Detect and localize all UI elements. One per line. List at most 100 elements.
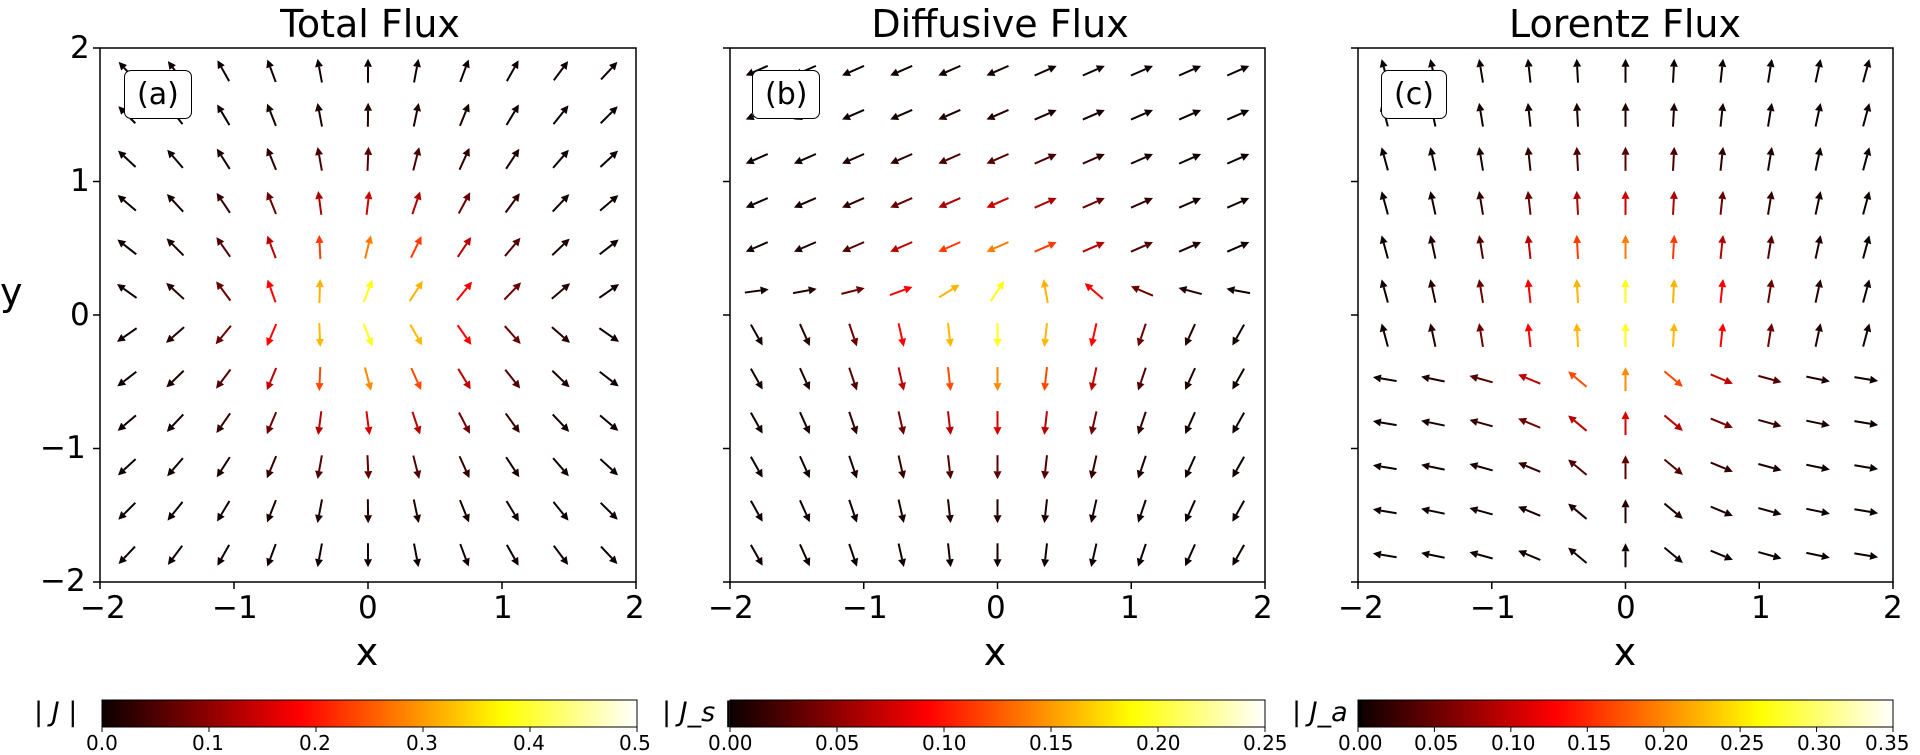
- panel-b-arrow-shaft: [1045, 323, 1047, 339]
- panel-a-arrow-shaft: [365, 243, 369, 259]
- panel-c-arrow-shaft: [1577, 199, 1578, 215]
- panel-c-arrow-shaft: [1758, 376, 1773, 380]
- panel-a-arrow-head: [315, 147, 323, 156]
- panel-b-arrow-shaft: [994, 110, 1009, 116]
- panel-a-arrow-shaft: [173, 546, 183, 559]
- panel-a-arrow-shaft: [124, 503, 135, 514]
- panel-a-arrow-shaft: [173, 502, 183, 514]
- panel-a-ytick: −2: [40, 563, 86, 599]
- panel-b-colorbar: [730, 700, 1265, 727]
- panel-a-arrow-shaft: [600, 200, 612, 210]
- panel-b-arrow-head: [946, 471, 954, 479]
- panel-c-arrow-head: [1767, 279, 1775, 288]
- panel-b-arrow-shaft: [800, 544, 807, 559]
- panel-c-arrow-head: [1670, 279, 1678, 287]
- panel-b-arrow-shaft: [751, 545, 759, 559]
- panel-b-arrow-head: [898, 470, 906, 479]
- panel-c-arrow-shaft: [1577, 243, 1578, 259]
- panel-a-arrow-shaft: [221, 457, 230, 470]
- panel-a-arrow-head: [364, 471, 372, 479]
- panel-a-arrow-head: [216, 424, 224, 433]
- panel-c-arrow-shaft: [1768, 199, 1771, 215]
- panel-c-arrow-shaft: [1381, 467, 1397, 470]
- panel-a-arrow-head: [413, 470, 421, 479]
- panel-c-arrow-shaft: [1477, 422, 1492, 426]
- panel-b-colorbar-tick: 0.00: [708, 731, 753, 755]
- panel-c-arrow-shaft: [1429, 510, 1445, 513]
- panel-b-arrow-shaft: [1236, 413, 1244, 427]
- panel-b-arrow-shaft: [753, 242, 768, 248]
- panel-a-arrow-head: [216, 237, 224, 246]
- panel-c-arrow-shaft: [1863, 111, 1867, 126]
- panel-b-arrow-shaft: [849, 66, 864, 72]
- panel-b-xtick: 1: [1120, 590, 1140, 626]
- panel-c-arrow-head: [1767, 147, 1775, 156]
- panel-c-arrow-shaft: [1577, 111, 1578, 127]
- panel-b-arrow-head: [1179, 286, 1188, 294]
- panel-a-arrow-shaft: [221, 244, 230, 257]
- panel-c-arrow-head: [1622, 103, 1630, 111]
- panel-c-arrow-shaft: [1577, 67, 1578, 83]
- panel-b-arrow-shaft: [849, 154, 864, 160]
- panel-b-arrow-shaft: [849, 500, 854, 515]
- panel-a-arrow-shaft: [601, 68, 612, 80]
- panel-b-arrow-head: [851, 558, 859, 567]
- panel-c-arrow-head: [1421, 374, 1430, 382]
- panel-c-arrow-shaft: [1664, 460, 1676, 470]
- panel-a-arrow-shaft: [172, 458, 182, 470]
- panel-a-ytick: 1: [70, 163, 90, 199]
- panel-a-arrow-shaft: [172, 244, 183, 255]
- panel-c-colorbar-tick: 0.25: [1720, 731, 1765, 755]
- panel-a-xtick: 1: [493, 590, 513, 626]
- panel-b-arrow-shaft: [1141, 324, 1146, 339]
- panel-c-arrow-shaft: [1384, 199, 1388, 214]
- panel-c-arrow-shaft: [1721, 155, 1723, 171]
- panel-a-arrow-shaft: [600, 459, 612, 470]
- panel-a-arrow-shaft: [506, 413, 515, 426]
- panel-b-title: Diffusive Flux: [800, 2, 1200, 46]
- panel-b-arrow-shaft: [1131, 157, 1146, 163]
- panel-a-arrow-shaft: [270, 544, 276, 559]
- panel-c-arrow-head: [1815, 191, 1823, 200]
- panel-c-arrow-shaft: [1816, 287, 1819, 303]
- panel-c-arrow-shaft: [1863, 287, 1867, 302]
- panel-b-arrow-shaft: [841, 290, 857, 294]
- panel-b-arrow-shaft: [948, 455, 950, 471]
- panel-b-arrow-head: [994, 471, 1002, 479]
- panel-c-arrow-shaft: [1758, 552, 1773, 556]
- panel-c-arrow-head: [1670, 191, 1678, 199]
- panel-c-arrow-head: [1670, 59, 1678, 67]
- panel-a-arrow-shaft: [319, 323, 320, 339]
- panel-b-arrow-shaft: [1035, 69, 1050, 75]
- panel-a-arrow-shaft: [221, 369, 231, 382]
- panel-c-arrow-head: [1815, 279, 1823, 288]
- panel-b-x-title: x: [955, 630, 1035, 674]
- panel-c-arrow-head: [1863, 323, 1871, 332]
- panel-b-arrow-shaft: [849, 412, 854, 427]
- panel-b-colorbar-label: | J_s |: [662, 697, 733, 728]
- panel-a-arrow-shaft: [124, 328, 137, 337]
- panel-b-arrow-head: [808, 286, 817, 294]
- panel-c-arrow-head: [1622, 411, 1630, 419]
- panel-c-arrow-head: [1380, 191, 1388, 200]
- panel-a-arrow-head: [315, 59, 323, 68]
- panel-b-xtick: −1: [842, 590, 888, 626]
- panel-c-arrow-shaft: [1673, 243, 1674, 259]
- panel-c-arrow-head: [1815, 235, 1823, 244]
- panel-c-arrow-head: [1421, 462, 1430, 470]
- panel-c-arrow-shaft: [1711, 374, 1726, 380]
- panel-a-arrow-shaft: [124, 289, 137, 298]
- panel-c-arrow-head: [1870, 508, 1879, 516]
- panel-a-arrow-shaft: [600, 244, 613, 254]
- panel-c-arrow-head: [1573, 279, 1581, 287]
- panel-b-arrow-head: [1041, 279, 1049, 288]
- panel-a-arrow-shaft: [506, 200, 515, 213]
- panel-c-arrow-head: [1622, 499, 1630, 507]
- panel-b-arrow-shaft: [898, 198, 913, 204]
- panel-a-xtick: −1: [212, 590, 258, 626]
- panel-c-arrow-shaft: [1480, 67, 1483, 83]
- panel-a-arrow-head: [365, 382, 373, 391]
- panel-a-arrow-shaft: [270, 111, 276, 126]
- panel-c-arrow-shaft: [1758, 464, 1773, 468]
- panel-c-arrow-head: [1767, 103, 1775, 112]
